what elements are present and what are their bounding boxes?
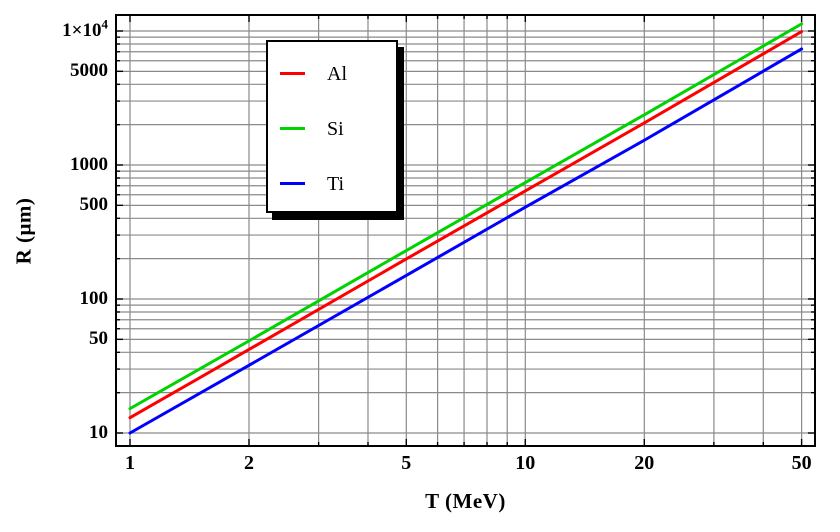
ticks — [116, 15, 815, 446]
legend-swatch-ti — [280, 182, 305, 185]
legend-label: Al — [327, 62, 347, 85]
plot-frame — [115, 14, 816, 447]
y-axis-label: R (μm) — [11, 197, 36, 265]
legend-label: Si — [327, 117, 344, 140]
x-axis-label: T (MeV) — [425, 489, 506, 513]
y-tick-label: 500 — [79, 194, 109, 216]
legend-entry: Ti — [268, 156, 396, 211]
legend-label: Ti — [327, 172, 345, 195]
series-line-si — [128, 22, 804, 411]
y-tick-label: 50 — [89, 328, 108, 350]
y-tick-label: 5000 — [70, 60, 108, 82]
x-tick-label: 50 — [791, 452, 812, 474]
x-tick-label: 1 — [125, 452, 135, 474]
x-tick-label: 10 — [515, 452, 536, 474]
series-line-ti — [128, 47, 804, 435]
y-tick-label: 1000 — [70, 154, 108, 175]
legend-swatch-si — [280, 127, 305, 130]
x-tick-label: 5 — [401, 452, 412, 474]
legend: Al Si Ti — [266, 40, 398, 213]
grid — [116, 15, 815, 446]
x-tick-label: 2 — [243, 452, 254, 474]
x-tick-label: 20 — [634, 452, 655, 474]
series-line-al — [128, 30, 804, 420]
legend-swatch-al — [280, 72, 305, 75]
legend-entry: Si — [268, 101, 396, 156]
legend-entry: Al — [268, 46, 396, 101]
y-tick-label: 10 — [89, 422, 108, 443]
y-tick-label: 100 — [79, 288, 109, 309]
y-tick-label: 1×104 — [62, 16, 108, 41]
